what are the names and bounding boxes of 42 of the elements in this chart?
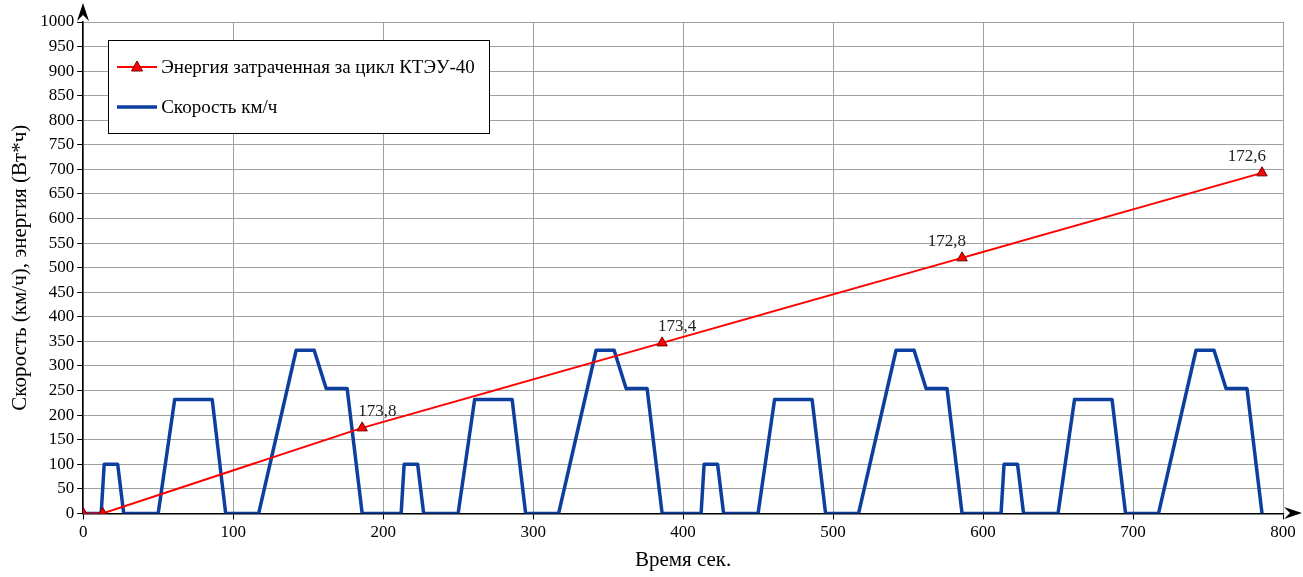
x-tick-label: 700 — [1120, 522, 1146, 542]
point — [356, 421, 368, 432]
point — [1256, 166, 1268, 177]
y-axis-title: Скорость (км/ч), энергия (Вт*ч) — [7, 124, 32, 411]
y-tick-label: 600 — [48, 208, 75, 228]
y-tick-label: 400 — [48, 306, 75, 326]
point — [656, 336, 668, 347]
annotation: 172,8 — [927, 230, 967, 250]
x-tick-label: 0 — [78, 522, 88, 542]
legend-label: Скорость км/ч — [161, 96, 278, 118]
y-tick-label: 0 — [65, 502, 75, 522]
y-tick-label: 800 — [48, 109, 75, 129]
annotation: 173,8 — [358, 400, 397, 420]
y-tick-label: 50 — [57, 478, 75, 498]
y-tick-label: 700 — [48, 158, 75, 178]
legend-label: Энергия затраченная за цикл КТЭУ-40 — [161, 56, 475, 78]
y-tick-label: 650 — [48, 183, 75, 203]
y-tick-label: 300 — [48, 355, 75, 375]
y-tick-label: 750 — [48, 134, 75, 154]
y-tick-label: 350 — [48, 330, 75, 350]
y-tick-label: 500 — [48, 257, 75, 277]
x-tick-label: 400 — [670, 522, 696, 542]
x-tick-label: 800 — [1270, 522, 1296, 542]
annotation: 172,6 — [1227, 145, 1266, 165]
y-tick-label: 850 — [48, 85, 75, 105]
y-tick-label: 950 — [48, 36, 75, 56]
x-tick-label: 600 — [970, 522, 996, 542]
y-tick-label: 900 — [48, 60, 75, 80]
y-tick-label: 200 — [48, 404, 75, 424]
x-tick-label: 200 — [370, 522, 396, 542]
x-tick-label: 500 — [820, 522, 846, 542]
y-tick-label: 250 — [48, 380, 75, 400]
x-axis-title: Время сек. — [634, 546, 732, 571]
x-tick-label: 300 — [520, 522, 546, 542]
x-tick-label: 100 — [220, 522, 246, 542]
y-tick-label: 1000 — [40, 11, 75, 31]
point — [956, 251, 968, 262]
y-tick-label: 450 — [48, 281, 75, 301]
annotation: 173,4 — [658, 315, 697, 335]
y-tick-label: 550 — [48, 232, 75, 252]
y-tick-label: 100 — [48, 453, 75, 473]
y-tick-label: 150 — [48, 429, 75, 449]
